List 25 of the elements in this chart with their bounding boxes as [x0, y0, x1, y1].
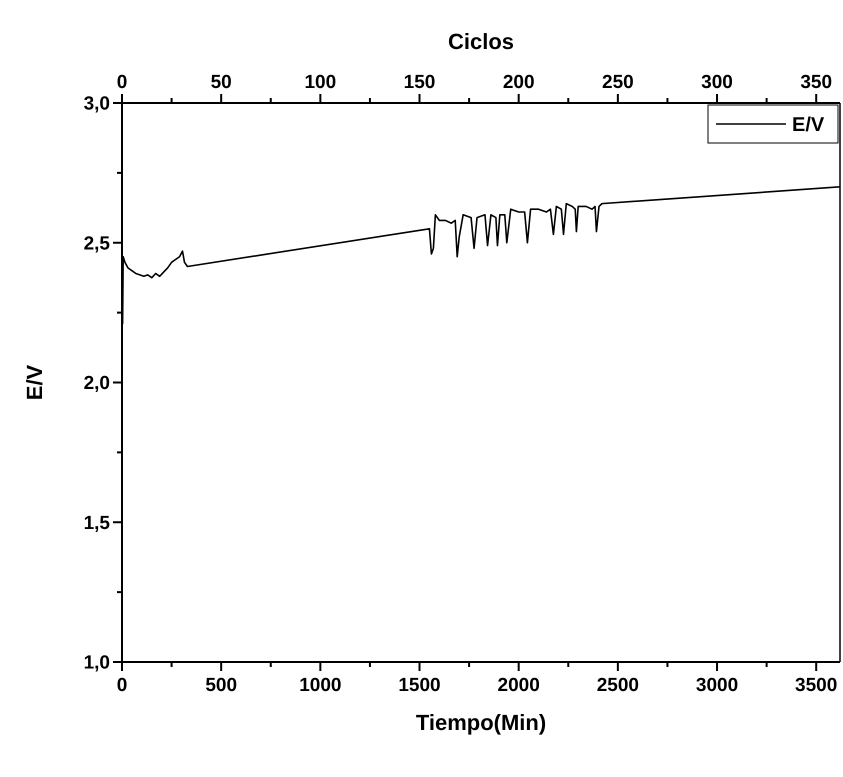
x2-tick-label: 350: [800, 72, 832, 93]
x-tick-label: 3000: [696, 675, 738, 696]
y-tick-label: 3,0: [84, 94, 110, 115]
x2-tick-label: 200: [502, 72, 535, 93]
x2-tick-label: 250: [602, 72, 634, 93]
legend-label: E/V: [792, 114, 825, 136]
x-tick-label: 0: [116, 675, 128, 696]
y-axis-title: E/V: [22, 364, 47, 400]
x-axis-title: Tiempo(Min): [416, 710, 546, 735]
x-tick-label: 2500: [596, 675, 639, 696]
x-tick-label: 1000: [299, 675, 342, 696]
x2-tick-label: 0: [116, 72, 128, 93]
x-tick-label: 2000: [498, 675, 540, 696]
x-tick-label: 1500: [398, 675, 441, 696]
y-tick-label: 2,5: [84, 233, 110, 254]
y-tick-label: 1,0: [84, 652, 110, 674]
x2-tick-label: 100: [304, 72, 336, 93]
x2-tick-label: 50: [210, 72, 232, 93]
x2-tick-label: 300: [701, 72, 733, 93]
y-tick-label: 1,5: [84, 512, 110, 534]
y-tick-label: 2,0: [84, 373, 110, 394]
x-tick-label: 3500: [795, 675, 838, 696]
x2-axis-title: Ciclos: [448, 29, 514, 54]
x2-tick-label: 150: [404, 72, 436, 93]
x-tick-label: 500: [205, 675, 238, 696]
